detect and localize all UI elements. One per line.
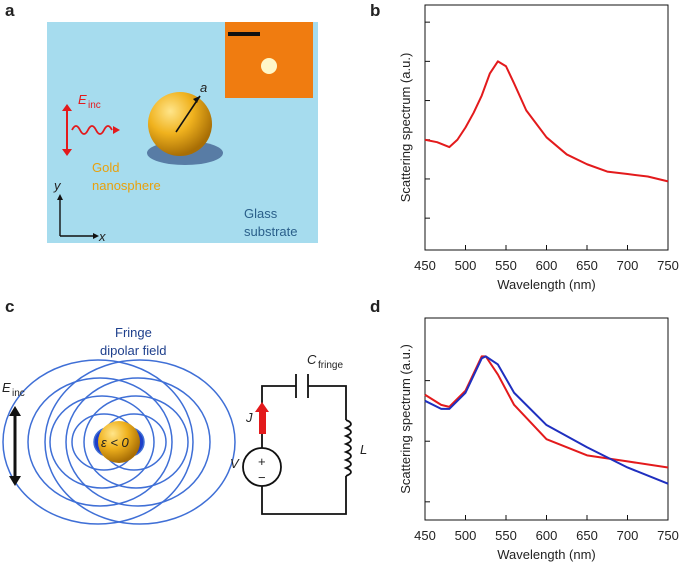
y-label: y [53,178,62,193]
gold-label: Gold [92,160,119,175]
arrow-head [255,402,269,412]
scale-bar [228,32,260,36]
e-label: E [78,92,87,107]
plot-frame [424,4,669,251]
x-tick-label: 500 [455,528,477,543]
panel-a: a E inc Gold nanosphere Glass substrate … [47,22,318,244]
current-arrow [259,410,266,434]
x-tick-label: 650 [576,528,598,543]
c-label: C [307,352,317,367]
plot-frame [424,317,669,521]
x-tick-label: 550 [495,528,517,543]
x-axis-label: Wavelength (nm) [497,277,596,292]
sphere [98,421,140,463]
x-tick-label: 600 [536,258,558,273]
x-tick-label: 700 [617,258,639,273]
j-label: J [245,410,253,425]
y-axis-label: Scattering spectrum (a.u.) [398,53,413,203]
arrow-head [113,126,120,134]
panel-letter: d [370,297,380,316]
gold-label: nanosphere [92,178,161,193]
y-axis-label: Scattering spectrum (a.u.) [398,344,413,494]
x-label: x [98,229,106,244]
x-tick-label: 450 [414,258,436,273]
series-line [424,355,669,485]
panel-letter: b [370,1,380,20]
x-tick-label: 600 [536,528,558,543]
plus: + [258,454,266,469]
e-sub: inc [88,100,101,111]
e-label: E [2,380,11,395]
arrow-head [193,96,200,103]
wave [71,125,113,135]
x-tick-label: 450 [414,528,436,543]
radius-label: a [200,80,207,95]
x-tick-label: 550 [495,258,517,273]
sphere [148,92,212,156]
glass-label: substrate [244,224,297,239]
minus: − [258,470,266,485]
c-sub: fringe [318,360,343,371]
x-tick-label: 500 [455,258,477,273]
circuit [242,374,352,515]
panel-letter: a [5,1,15,20]
x-tick-label: 650 [576,258,598,273]
panel-letter: c [5,297,14,316]
l-label: L [360,442,367,457]
particle-image [261,58,277,74]
v-label: V [230,456,240,471]
series-line [424,60,669,183]
epsilon: ε < 0 [101,435,130,450]
x-tick-label: 750 [657,258,679,273]
axes-icon [59,198,95,237]
x-axis-label: Wavelength (nm) [497,547,596,562]
x-tick-label: 700 [617,528,639,543]
e-sub: inc [12,388,25,399]
x-tick-label: 750 [657,528,679,543]
fringe-label: dipolar field [100,343,167,358]
arrow-heads [9,406,21,486]
series-line [424,355,669,469]
fringe-label: Fringe [115,325,152,340]
arrow-heads [57,194,99,239]
glass-label: Glass [244,206,278,221]
